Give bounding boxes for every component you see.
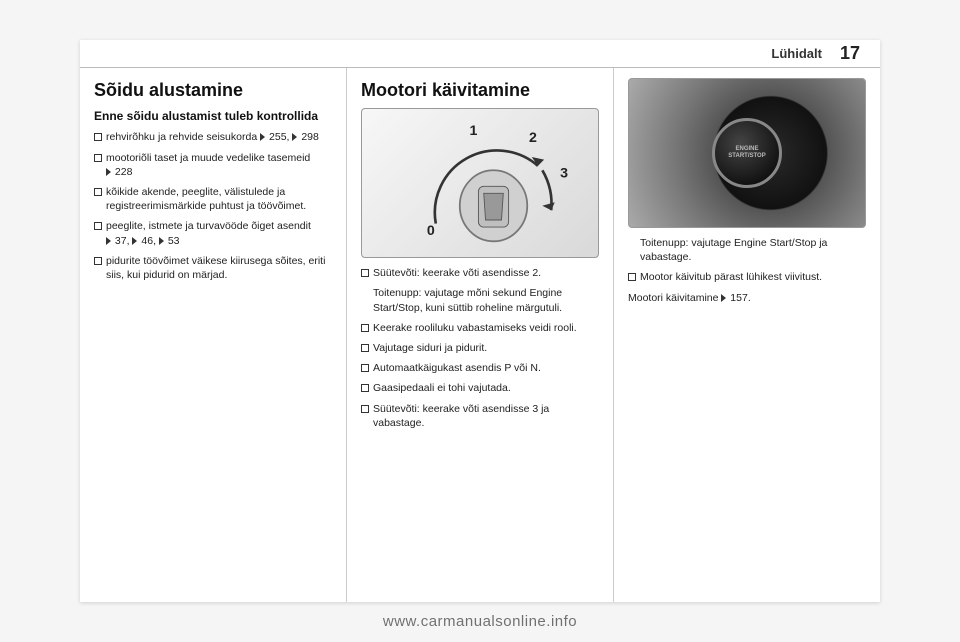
page-ref: 298	[292, 130, 318, 144]
list-item: Automaatkäigukast asendis P või N.	[361, 361, 599, 375]
pos-1-label: 1	[469, 122, 477, 138]
col2-list: Süütevõti: keerake võti asendisse 2.	[361, 266, 599, 280]
engine-start-stop-button: ENGINE START/STOP	[712, 118, 782, 188]
indent-text: Toitenupp: vajutage Engine Start/Stop ja…	[628, 236, 866, 264]
list-item: Keerake rooliluku vabastamiseks veidi ro…	[361, 321, 599, 335]
item-text: rehvirõhku ja rehvide seisukorda	[106, 131, 260, 143]
list-item: Mootor käivitub pärast lühikest viivitus…	[628, 270, 866, 284]
pos-2-label: 2	[529, 130, 537, 146]
ref-num: 255	[269, 131, 287, 143]
ref-num: 157	[730, 292, 748, 304]
ignition-svg: 0 1 2 3	[374, 117, 586, 250]
page-ref: 53	[159, 234, 180, 248]
manual-page: Lühidalt 17 Sõidu alustamine Enne sõidu …	[80, 40, 880, 602]
item-text: Automaatkäigukast asendis P või N.	[373, 362, 541, 374]
page-ref: 228	[106, 165, 132, 179]
ref-icon	[292, 133, 297, 141]
button-label: ENGINE START/STOP	[728, 146, 765, 160]
list-item: pidurite töövõimet väikese kiirusega sõi…	[94, 254, 332, 282]
list-item: Vajutage siduri ja pidurit.	[361, 341, 599, 355]
item-text: Gaasipedaali ei tohi vajutada.	[373, 382, 511, 394]
item-text: Keerake rooliluku vabastamiseks veidi ro…	[373, 322, 577, 334]
footer-post: .	[748, 292, 751, 304]
column-3: ENGINE START/STOP Toitenupp: vajutage En…	[613, 68, 880, 602]
ref-icon	[260, 133, 265, 141]
ref-icon	[106, 168, 111, 176]
header-section: Lühidalt	[771, 46, 822, 61]
page-ref: 46	[132, 234, 153, 248]
col3-footer: Mootori käivitamine 157.	[628, 291, 866, 305]
col3-list: Mootor käivitub pärast lühikest viivitus…	[628, 270, 866, 284]
page-ref: 37	[106, 234, 127, 248]
list-item: mootoriõli taset ja muude vedelike tasem…	[94, 151, 332, 179]
ref-num: 53	[168, 235, 180, 247]
col2-list-cont: Keerake rooliluku vabastamiseks veidi ro…	[361, 321, 599, 430]
page-header: Lühidalt 17	[80, 40, 880, 68]
pos-0-label: 0	[427, 223, 435, 239]
indent-text: Toitenupp: vajutage mõni sekund Engine S…	[361, 286, 599, 314]
ref-num: 37	[115, 235, 127, 247]
ref-icon	[106, 237, 111, 245]
list-item: peeglite, istmete ja turvavööde õiget as…	[94, 219, 332, 247]
item-text: kõikide akende, peeglite, välistulede ja…	[106, 186, 306, 212]
list-item: Gaasipedaali ei tohi vajutada.	[361, 381, 599, 395]
pos-3-label: 3	[560, 165, 568, 181]
item-text: Süütevõti: keerake võti asendisse 2.	[373, 267, 541, 279]
page-ref: 157	[721, 291, 747, 305]
item-text: pidurite töövõimet väikese kiirusega sõi…	[106, 255, 325, 281]
item-text: mootoriõli taset ja muude vedelike tasem…	[106, 152, 310, 164]
ref-num: 228	[115, 166, 133, 178]
ignition-figure: 0 1 2 3	[361, 108, 599, 258]
ref-icon	[721, 294, 726, 302]
columns: Sõidu alustamine Enne sõidu alustamist t…	[80, 68, 880, 602]
start-button-figure: ENGINE START/STOP	[628, 78, 866, 228]
ref-icon	[159, 237, 164, 245]
page-ref: 255	[260, 130, 286, 144]
item-text: Vajutage siduri ja pidurit.	[373, 342, 487, 354]
col1-subtitle: Enne sõidu alustamist tuleb kontrollida	[94, 108, 332, 124]
list-item: kõikide akende, peeglite, välistulede ja…	[94, 185, 332, 213]
list-item: Süütevõti: keerake võti asendisse 2.	[361, 266, 599, 280]
column-1: Sõidu alustamine Enne sõidu alustamist t…	[80, 68, 346, 602]
column-2: Mootori käivitamine 0 1 2 3	[346, 68, 613, 602]
ref-icon	[132, 237, 137, 245]
footer-pre: Mootori käivitamine	[628, 292, 721, 304]
ref-num: 298	[301, 131, 319, 143]
item-text: Süütevõti: keerake võti asendisse 3 ja v…	[373, 403, 549, 429]
col1-title: Sõidu alustamine	[94, 78, 332, 102]
list-item: rehvirõhku ja rehvide seisukorda 255, 29…	[94, 130, 332, 144]
item-text: peeglite, istmete ja turvavööde õiget as…	[106, 220, 311, 232]
header-page-number: 17	[840, 43, 860, 64]
item-text: Mootor käivitub pärast lühikest viivitus…	[640, 271, 822, 283]
col2-title: Mootori käivitamine	[361, 78, 599, 102]
ref-num: 46	[141, 235, 153, 247]
watermark: www.carmanualsonline.info	[383, 613, 577, 630]
col1-list: rehvirõhku ja rehvide seisukorda 255, 29…	[94, 130, 332, 282]
list-item: Süütevõti: keerake võti asendisse 3 ja v…	[361, 402, 599, 430]
